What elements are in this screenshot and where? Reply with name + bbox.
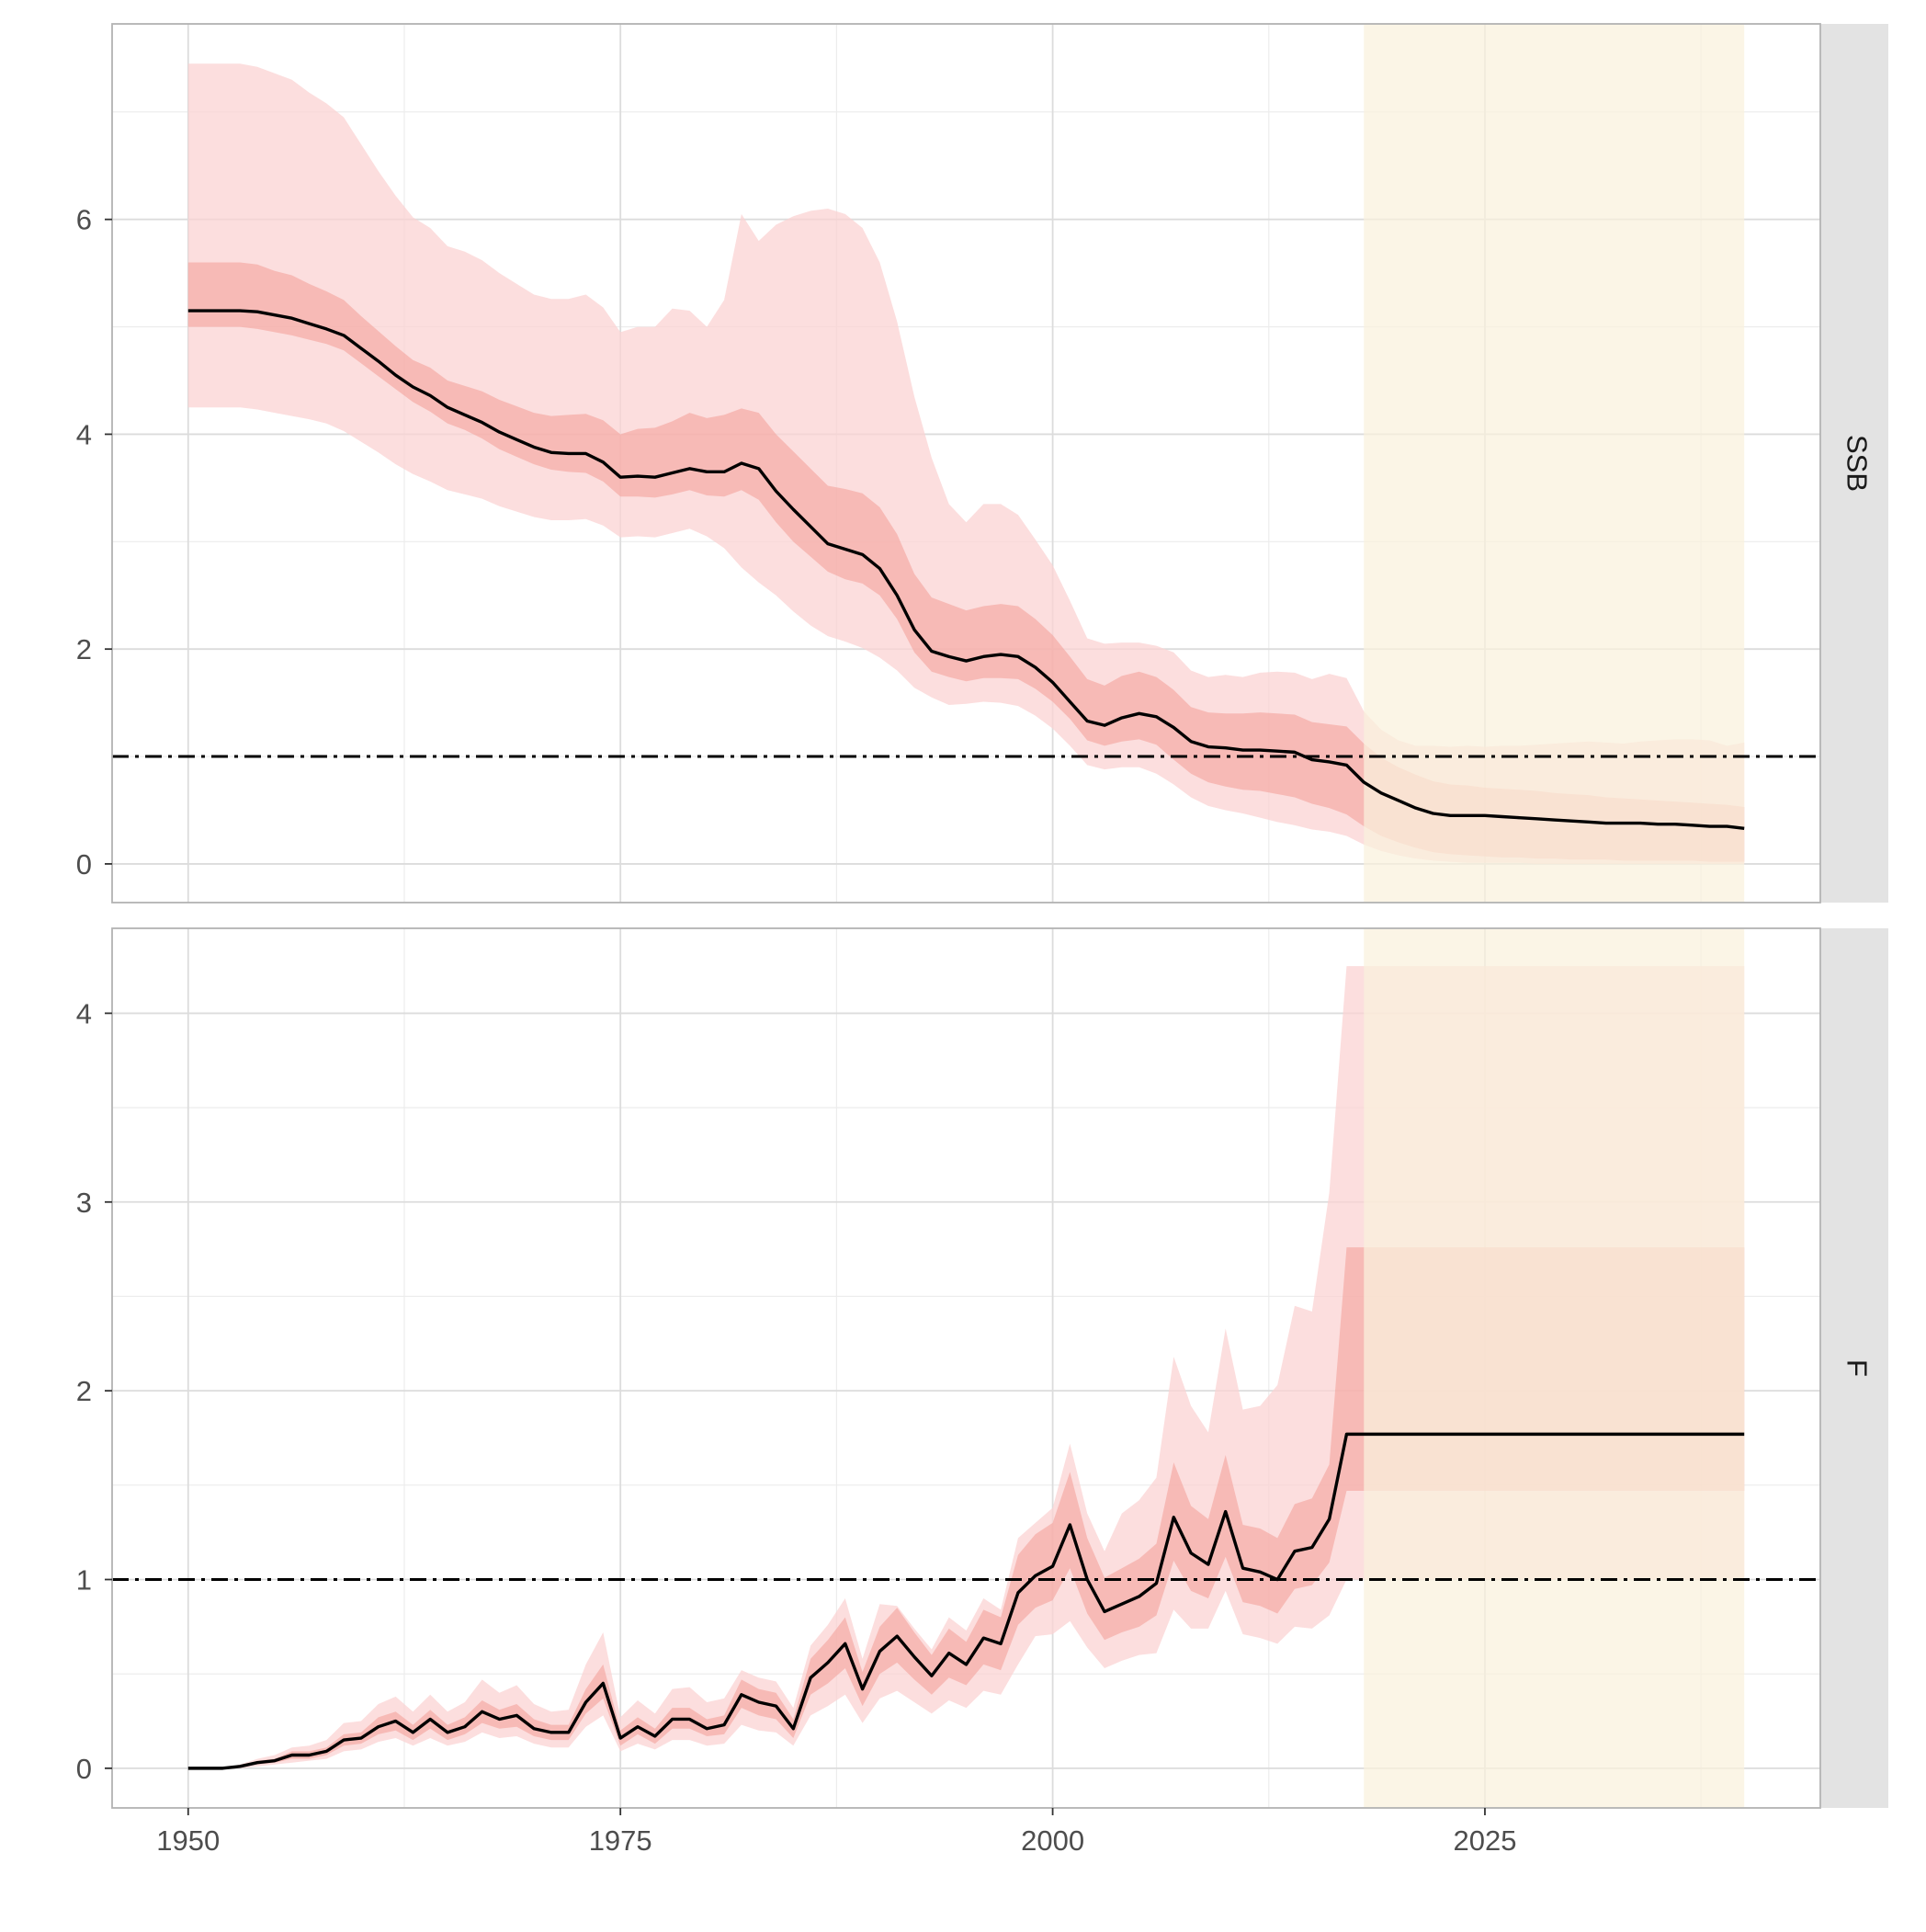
y-tick-label: 0 [76,848,92,881]
y-tick-label: 4 [76,997,92,1029]
projection-period-shading [1364,24,1745,903]
panel-f: 0 1 2 3 4 F [76,927,1888,1809]
x-tick-label: 2000 [1021,1824,1084,1857]
median-series-line [187,1432,1745,1770]
x-tick-label: 1950 [156,1824,220,1857]
y-tick-label: 4 [76,418,92,450]
y-tick-label: 2 [76,633,92,665]
panel-border [111,23,1821,903]
facet-strip [1821,24,1888,903]
y-tick-label: 3 [76,1187,92,1219]
facet-strip [1821,928,1888,1808]
outer-uncertainty-band [187,966,1745,1768]
y-tick-label: 0 [76,1753,92,1785]
median-series-line [187,309,1745,831]
y-tick-label: 6 [76,204,92,236]
facet-strip-label: F [1841,1359,1873,1377]
projection-period-shading [1364,928,1745,1808]
y-tick-label: 1 [76,1564,92,1597]
y-tick-label: 2 [76,1375,92,1407]
x-tick-label: 2025 [1453,1824,1516,1857]
facet-strip-label: SSB [1841,435,1873,492]
panel-ssb: 0 2 4 6 SSB [76,23,1888,903]
panel-border [111,927,1821,1809]
inner-uncertainty-band [187,1247,1745,1768]
x-tick-label: 1975 [589,1824,652,1857]
